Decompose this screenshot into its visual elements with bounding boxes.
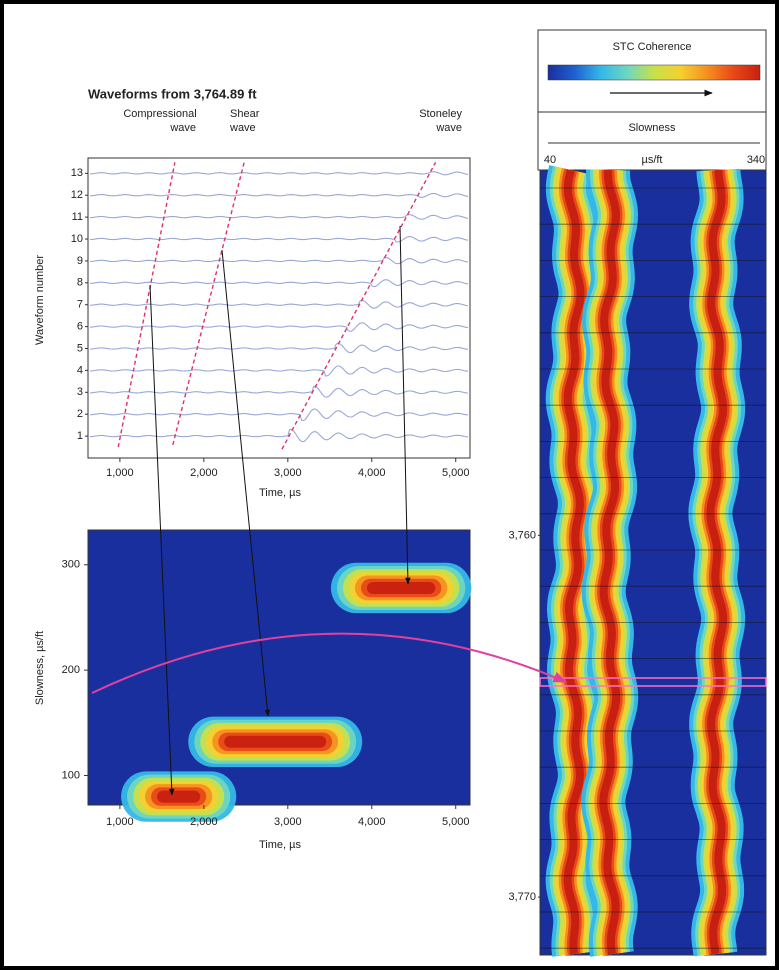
y-tick-label: 100 bbox=[62, 769, 80, 781]
coherence-band bbox=[706, 169, 728, 955]
colorbar bbox=[547, 64, 761, 81]
annotation: Shear bbox=[230, 108, 260, 120]
annotation: wave bbox=[435, 122, 462, 134]
y-tick-label: 2 bbox=[77, 408, 83, 420]
y-tick-label: 7 bbox=[77, 299, 83, 311]
arrival-line bbox=[281, 162, 437, 450]
connector-arrow bbox=[399, 225, 411, 585]
y-tick-label: 12 bbox=[71, 189, 83, 201]
x-tick-label: 4,000 bbox=[358, 816, 386, 828]
arrival-line bbox=[117, 162, 176, 448]
x-tick-label: 2,000 bbox=[190, 467, 218, 479]
coherence-peak bbox=[366, 581, 436, 594]
connector-arrow bbox=[149, 284, 175, 796]
annotation: wave bbox=[169, 122, 196, 134]
coherence-band bbox=[599, 169, 621, 955]
waveform-trace bbox=[89, 214, 469, 220]
subtitle: Slowness bbox=[628, 122, 676, 134]
waveform-trace bbox=[89, 365, 469, 377]
waveform-trace bbox=[89, 322, 469, 332]
x-tick-label: 40 bbox=[544, 154, 556, 166]
waveform-trace bbox=[89, 171, 469, 176]
y-tick-label: 10 bbox=[71, 233, 83, 245]
y-tick-label: 4 bbox=[77, 364, 83, 376]
x-tick-label: 1,000 bbox=[106, 816, 134, 828]
depth-highlight bbox=[539, 677, 767, 687]
x-tick-label: 4,000 bbox=[358, 467, 386, 479]
x-axis-label: Time, µs bbox=[259, 839, 301, 851]
coherence-peak bbox=[224, 735, 327, 748]
waveform-trace bbox=[89, 236, 469, 243]
y-tick-label: 6 bbox=[77, 321, 83, 333]
x-tick-label: 1,000 bbox=[106, 467, 134, 479]
x-tick-label: 5,000 bbox=[442, 816, 470, 828]
y-tick-label: 3,770 bbox=[508, 891, 536, 903]
waveform-trace bbox=[89, 279, 469, 288]
waveform-trace bbox=[89, 299, 469, 309]
annotation: wave bbox=[229, 122, 256, 134]
waveform-trace bbox=[89, 385, 469, 398]
y-tick-label: 3,760 bbox=[508, 529, 536, 541]
x-axis-label: µs/ft bbox=[641, 154, 662, 166]
y-axis-label: Waveform number bbox=[34, 255, 46, 345]
x-tick-label: 340 bbox=[747, 154, 765, 166]
coherence-band bbox=[563, 169, 585, 955]
waveform-trace bbox=[89, 408, 469, 422]
connector-arrow bbox=[221, 249, 271, 717]
x-axis-label: Time, µs bbox=[259, 487, 301, 499]
legend-box bbox=[537, 29, 767, 171]
y-tick-label: 200 bbox=[62, 664, 80, 676]
waveform-trace bbox=[89, 192, 469, 198]
y-tick-label: 1 bbox=[77, 430, 83, 442]
y-tick-label: 8 bbox=[77, 277, 83, 289]
x-tick-label: 3,000 bbox=[274, 816, 302, 828]
waveform-trace bbox=[89, 257, 469, 265]
annotation: Stoneley bbox=[419, 108, 462, 120]
y-tick-label: 300 bbox=[62, 559, 80, 571]
x-tick-label: 5,000 bbox=[442, 467, 470, 479]
depth-link bbox=[91, 632, 568, 694]
annotation: Compressional bbox=[123, 108, 196, 120]
y-tick-label: 11 bbox=[72, 211, 83, 223]
coherence-peak bbox=[157, 790, 201, 803]
waveform-title: Waveforms from 3,764.89 ft bbox=[88, 86, 257, 101]
colorbar-title: STC Coherence bbox=[613, 41, 692, 53]
y-tick-label: 13 bbox=[71, 167, 83, 179]
y-tick-label: 3 bbox=[77, 386, 83, 398]
y-tick-label: 5 bbox=[77, 342, 83, 354]
y-axis-label: Slowness, µs/ft bbox=[34, 631, 46, 705]
plot-area bbox=[87, 157, 471, 459]
y-tick-label: 9 bbox=[77, 255, 83, 267]
x-tick-label: 3,000 bbox=[274, 467, 302, 479]
x-tick-label: 2,000 bbox=[190, 816, 218, 828]
